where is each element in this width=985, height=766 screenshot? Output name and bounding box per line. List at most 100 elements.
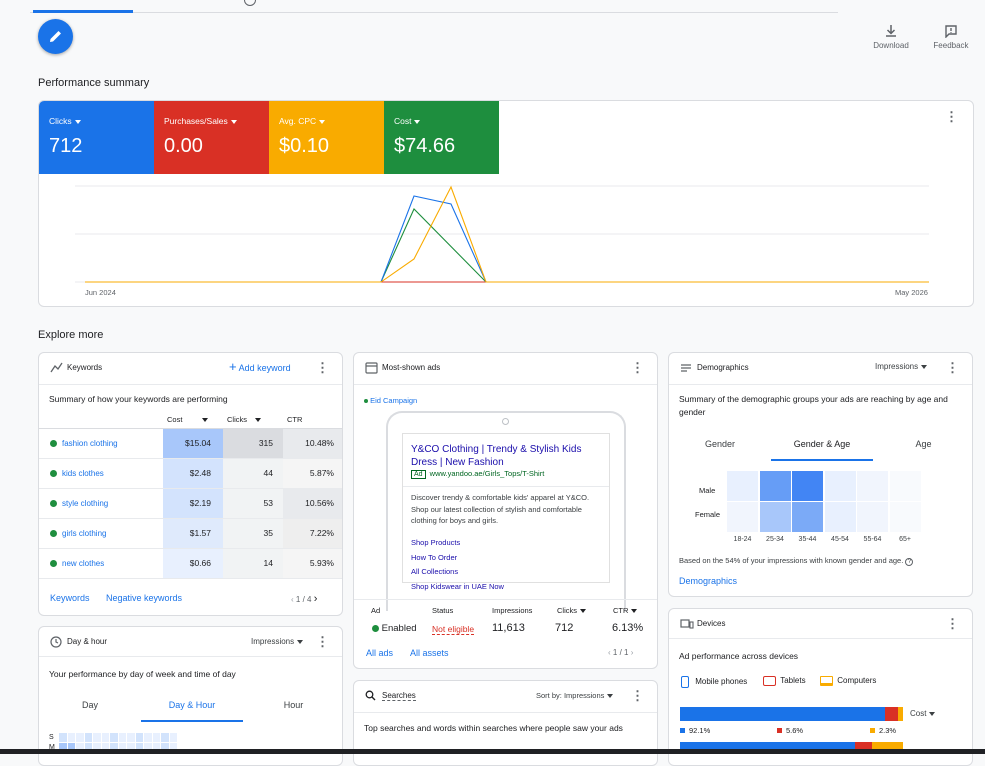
add-keyword-button[interactable]: + Add keyword [229,360,291,373]
column-header-cost[interactable]: Cost [167,415,219,424]
heatmap-cell[interactable] [110,743,118,752]
heatmap-cell[interactable] [101,743,109,752]
heatmap-cell[interactable] [857,502,888,532]
more-options-icon[interactable]: ⋮ [945,109,958,124]
column-header-ctr[interactable]: CTR [287,415,339,424]
feedback-button[interactable]: Feedback [928,24,974,50]
ad-preview[interactable]: Y&CO Clothing | Trendy & Stylish Kids Dr… [402,433,610,591]
device-bar-segment[interactable] [885,707,898,721]
tab-hour[interactable]: Hour [283,700,304,710]
sitelink[interactable]: All Collections [411,567,459,576]
heatmap-cell[interactable] [161,733,169,742]
heatmap-cell[interactable] [824,502,856,532]
table-row[interactable]: kids clothes $2.48 44 5.87% [39,459,342,489]
column-header-clicks[interactable]: Clicks [227,415,279,424]
prev-page-icon[interactable]: ‹ [291,595,294,604]
demographics-link[interactable]: Demographics [679,576,738,586]
heatmap-cell[interactable] [759,502,791,532]
heatmap-cell[interactable] [792,502,823,532]
ad-not-eligible[interactable]: Not eligible [432,624,475,635]
heatmap-cell[interactable] [127,743,135,752]
prev-page-icon[interactable]: ‹ [608,648,611,657]
keywords-link[interactable]: Keywords [50,593,90,603]
heatmap-cell[interactable] [152,743,160,752]
heatmap-cell[interactable] [84,733,92,742]
heatmap-cell[interactable] [67,743,75,752]
heatmap-cell[interactable] [152,733,160,742]
heatmap-cell[interactable] [59,733,67,742]
negative-keywords-link[interactable]: Negative keywords [106,593,183,603]
heatmap-cell[interactable] [67,733,75,742]
all-assets-link[interactable]: All assets [410,648,449,658]
heatmap-cell[interactable] [169,733,177,742]
heatmap-cell[interactable] [889,502,921,532]
keyword-text[interactable]: new clothes [62,559,105,568]
tab-day[interactable]: Day [81,700,98,710]
heatmap-cell[interactable] [118,733,126,742]
heatmap-cell[interactable] [118,743,126,752]
heatmap-cell[interactable] [144,733,152,742]
heatmap-cell[interactable] [824,471,856,501]
heatmap-cell[interactable] [93,733,101,742]
keywords-more-icon[interactable]: ⋮ [316,360,329,375]
heatmap-cell[interactable] [759,471,791,501]
table-row[interactable]: fashion clothing $15.04 315 10.48% [39,429,342,459]
keyword-text[interactable]: kids clothes [62,469,104,478]
heatmap-cell[interactable] [84,743,92,752]
devices-more-icon[interactable]: ⋮ [946,616,959,631]
metric-tile[interactable]: Purchases/Sales 0.00 [154,101,269,174]
heatmap-cell[interactable] [135,743,143,752]
day-hour-more-icon[interactable]: ⋮ [316,634,329,649]
all-ads-link[interactable]: All ads [366,648,394,658]
heatmap-cell[interactable] [727,471,758,501]
tab-gender[interactable]: Gender [704,439,736,449]
table-row[interactable]: girls clothing $1.57 35 7.22% [39,519,342,549]
heatmap-cell[interactable] [59,743,67,752]
heatmap-cell[interactable] [101,733,109,742]
next-page-icon[interactable]: › [630,648,634,657]
help-icon[interactable]: ? [905,558,914,566]
metric-tile[interactable]: Cost $74.66 [384,101,499,174]
heatmap-cell[interactable] [792,471,823,501]
metric-tile[interactable]: Avg. CPC $0.10 [269,101,384,174]
table-row[interactable]: new clothes $0.66 14 5.93% [39,549,342,579]
demographics-metric-dropdown[interactable]: Impressions [875,362,928,371]
tab-age[interactable]: Age [915,439,932,449]
sitelink[interactable]: Shop Kidswear in UAE Now [411,581,504,591]
heatmap-cell[interactable] [169,743,177,752]
heatmap-cell[interactable] [857,471,888,501]
heatmap-cell[interactable] [161,743,169,752]
heatmap-cell[interactable] [144,743,152,752]
heatmap-cell[interactable] [127,733,135,742]
ad-metric-header[interactable]: CTR [613,606,638,615]
heatmap-cell[interactable] [110,733,118,742]
heatmap-cell[interactable] [76,733,84,742]
heatmap-cell[interactable] [135,733,143,742]
ads-more-icon[interactable]: ⋮ [631,360,644,375]
sitelink[interactable]: How To Order [411,552,458,562]
heatmap-cell[interactable] [889,471,921,501]
heatmap-cell[interactable] [76,743,84,752]
ad-headline[interactable]: Y&CO Clothing | Trendy & Stylish Kids Dr… [411,444,582,468]
sitelink[interactable]: Shop Products [411,538,461,547]
heatmap-cell[interactable] [727,502,758,532]
searches-more-icon[interactable]: ⋮ [631,688,644,703]
sort-by-dropdown[interactable]: Sort by: Impressions [536,691,614,700]
keyword-text[interactable]: fashion clothing [62,439,118,448]
heatmap-cell[interactable] [93,743,101,752]
keyword-text[interactable]: style clothing [62,499,109,508]
download-button[interactable]: Download [868,24,914,50]
devices-metric-dropdown[interactable]: Cost [910,709,936,718]
device-bar-segment[interactable] [897,707,903,721]
tab-gender-age[interactable]: Gender & Age [793,439,851,449]
keyword-text[interactable]: girls clothing [62,529,107,538]
device-bar-segment[interactable] [680,707,886,721]
table-row[interactable]: style clothing $2.19 53 10.56% [39,489,342,519]
metric-tile[interactable]: Clicks 712 [39,101,154,174]
ad-metric-header[interactable]: Clicks [557,606,586,615]
info-icon[interactable] [244,0,256,6]
demographics-more-icon[interactable]: ⋮ [946,360,959,375]
tab-day-hour[interactable]: Day & Hour [168,700,216,710]
edit-button[interactable] [38,19,73,54]
day-hour-metric-dropdown[interactable]: Impressions [251,637,304,646]
